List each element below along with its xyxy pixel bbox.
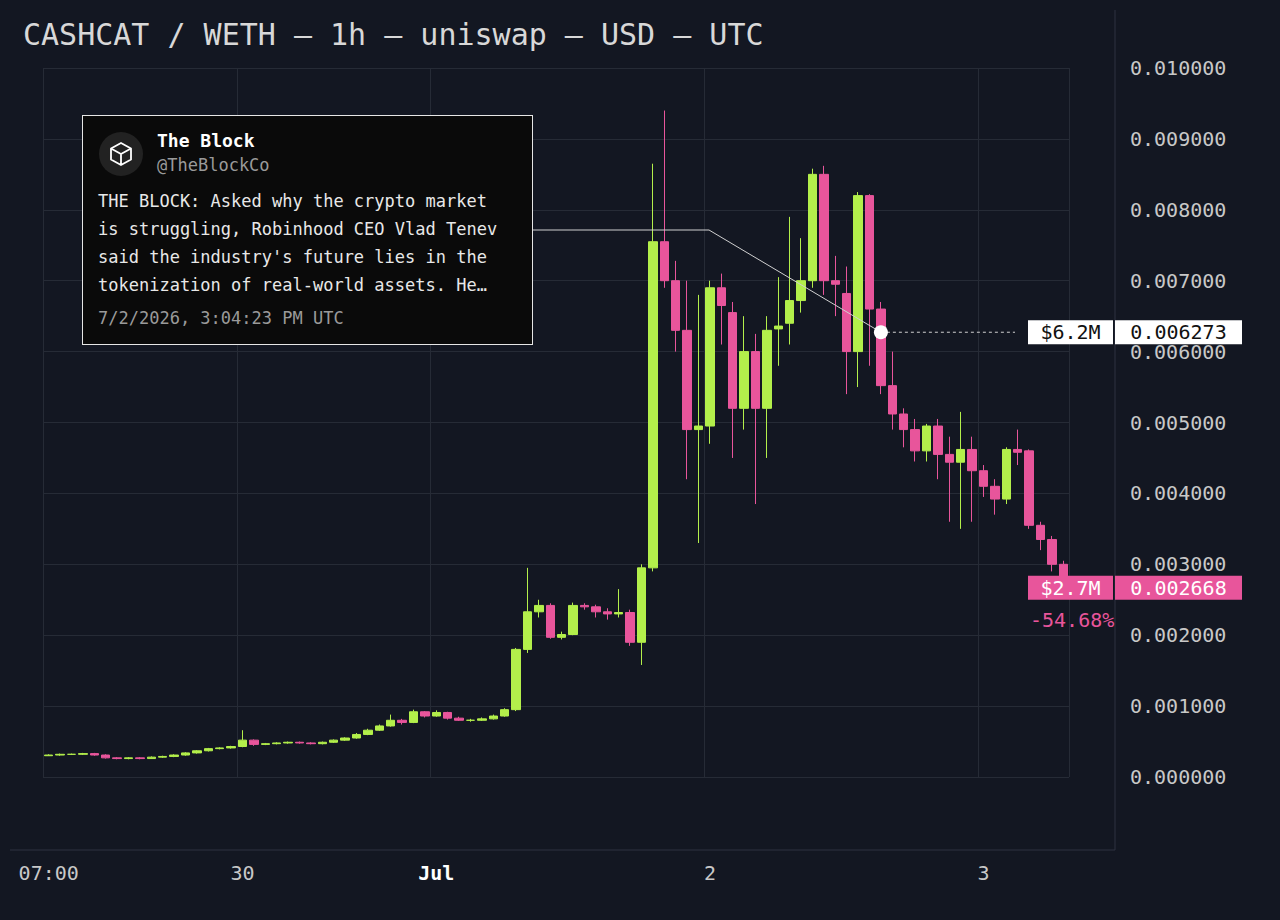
html-text:The Block: The Block [157, 130, 255, 151]
svg-text:0.009000: 0.009000 [1130, 127, 1226, 151]
svg-text:-54.68%: -54.68% [1030, 608, 1114, 632]
svg-text:0.000000: 0.000000 [1130, 765, 1226, 789]
svg-text:0.002668: 0.002668 [1130, 576, 1226, 600]
html-text:THE BLOCK: Asked why the crypt: THE BLOCK: Asked why the crypto market i… [98, 191, 498, 295]
svg-text:0.007000: 0.007000 [1130, 269, 1226, 293]
html-text:@TheBlockCo: @TheBlockCo [157, 155, 270, 175]
svg-text:30: 30 [230, 861, 254, 885]
svg-text:0.010000: 0.010000 [1130, 56, 1226, 80]
svg-text:$6.2M: $6.2M [1040, 320, 1100, 344]
svg-text:0.006000: 0.006000 [1130, 339, 1227, 364]
html-text:7/2/2026, 3:04:23 PM UTC: 7/2/2026, 3:04:23 PM UTC [98, 308, 344, 328]
svg-text:0.006273: 0.006273 [1130, 320, 1226, 344]
svg-text:0.001000: 0.001000 [1130, 694, 1226, 718]
svg-text:2: 2 [704, 861, 716, 885]
svg-text:0.005000: 0.005000 [1130, 411, 1226, 435]
svg-text:07:00: 07:00 [19, 861, 79, 885]
svg-text:0.002000: 0.002000 [1130, 623, 1226, 647]
svg-text:Jul: Jul [418, 861, 454, 885]
svg-text:0.003000: 0.003000 [1130, 552, 1226, 576]
svg-text:$2.7M: $2.7M [1040, 576, 1100, 600]
svg-text:0.008000: 0.008000 [1130, 198, 1226, 222]
svg-text:0.004000: 0.004000 [1130, 481, 1226, 505]
svg-text:3: 3 [977, 861, 989, 885]
svg-text:CASHCAT / WETH — 1h — uniswap: CASHCAT / WETH — 1h — uniswap — USD — UT… [23, 17, 764, 52]
